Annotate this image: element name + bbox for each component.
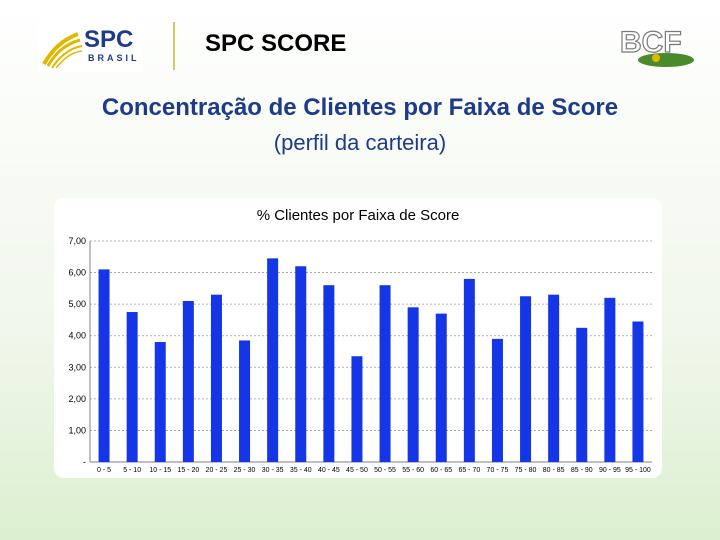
bar — [239, 340, 251, 462]
bar — [491, 338, 503, 462]
bar — [632, 321, 644, 462]
y-tick-label: 5,00 — [68, 299, 86, 309]
bar — [379, 285, 391, 462]
bar — [267, 258, 279, 462]
bar — [351, 356, 363, 462]
bcf-logo-text: BCF — [620, 26, 682, 59]
spc-swoosh-icon — [42, 32, 83, 69]
x-tick-label: 0 - 5 — [97, 467, 111, 474]
y-tick-label: 2,00 — [68, 394, 86, 404]
x-tick-label: 15 - 20 — [177, 467, 199, 474]
x-tick-label: 50 - 55 — [374, 467, 396, 474]
bcf-ball-icon — [652, 54, 660, 62]
spc-logo-subtext: BRASIL — [88, 53, 140, 63]
x-tick-label: 85 - 90 — [571, 467, 593, 474]
x-tick-label: 75 - 80 — [515, 467, 537, 474]
bar — [295, 266, 307, 462]
y-tick-label: 4,00 — [68, 331, 86, 341]
bcf-green-swoosh — [638, 53, 694, 67]
bcf-logo: BCF — [619, 25, 694, 67]
app-title: SPC SCORE — [205, 30, 347, 57]
x-tick-label: 90 - 95 — [599, 467, 621, 474]
x-tick-label: 45 - 50 — [346, 467, 368, 474]
x-tick-label: 95 - 100 — [625, 467, 651, 474]
bar — [126, 312, 138, 462]
slide-header: SPC BRASIL SPC SCORE BCF — [0, 0, 720, 90]
spc-brasil-logo: SPC BRASIL — [38, 20, 143, 72]
y-tick-label: 6,00 — [68, 268, 86, 278]
x-tick-label: 35 - 40 — [290, 467, 312, 474]
x-tick-label: 40 - 45 — [318, 467, 340, 474]
x-tick-label: 20 - 25 — [206, 467, 228, 474]
bar — [435, 313, 447, 462]
x-tick-label: 65 - 70 — [458, 467, 480, 474]
bar — [520, 296, 532, 462]
chart-panel: % Clientes por Faixa de Score - 1,00 2,00 3… — [54, 198, 662, 478]
x-tick-label: 55 - 60 — [402, 467, 424, 474]
bar — [604, 297, 616, 462]
bar — [548, 294, 560, 462]
bar — [463, 278, 475, 462]
y-tick-label: 1,00 — [68, 425, 86, 435]
bar — [154, 342, 166, 462]
y-tick-label: 7,00 — [68, 236, 86, 246]
x-tick-label: 10 - 15 — [149, 467, 171, 474]
spc-logo-text: SPC — [84, 26, 134, 53]
x-tick-label: 80 - 85 — [543, 467, 565, 474]
bar-chart: - 1,00 2,00 3,00 4,00 5,00 6,00 7,00 0 - 5 5 - 10… — [68, 236, 652, 474]
x-tick-label: 5 - 10 — [123, 467, 141, 474]
header-divider — [173, 22, 175, 70]
x-tick-label: 30 - 35 — [262, 467, 284, 474]
bar — [98, 269, 110, 462]
bar — [182, 300, 194, 462]
slide-subtitle: (perfil da carteira) — [273, 130, 447, 155]
y-tick-label: - — [83, 457, 86, 467]
x-tick-label: 70 - 75 — [487, 467, 509, 474]
bar — [576, 327, 588, 462]
slide-title: Concentração de Clientes por Faixa de Sc… — [101, 94, 619, 121]
bar — [210, 294, 222, 462]
x-tick-label: 25 - 30 — [234, 467, 256, 474]
bar — [407, 307, 419, 462]
x-tick-label: 60 - 65 — [430, 467, 452, 474]
bar — [323, 285, 335, 462]
y-tick-label: 3,00 — [68, 362, 86, 372]
chart-title: % Clientes por Faixa de Score — [256, 207, 460, 224]
